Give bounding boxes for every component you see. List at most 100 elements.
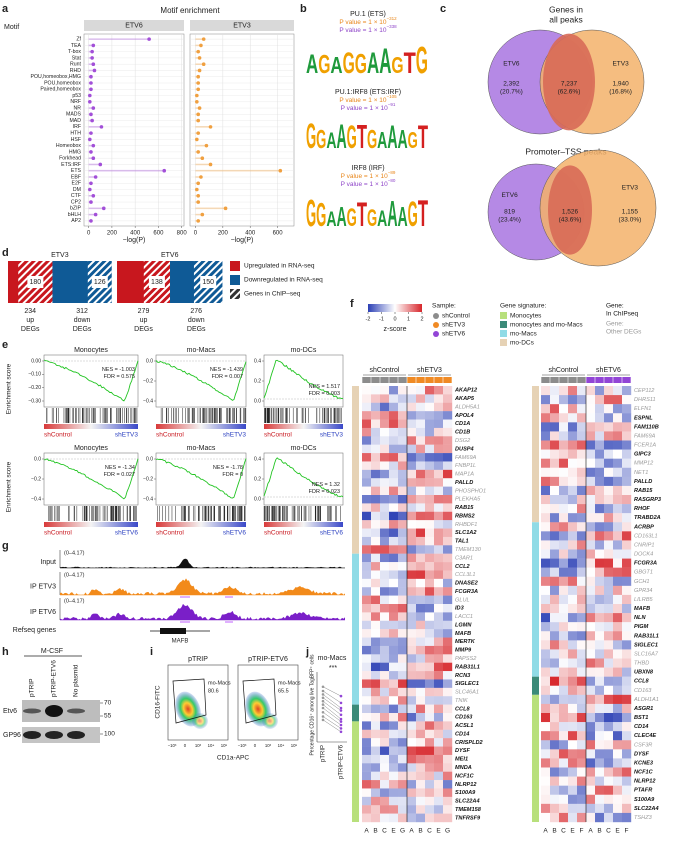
heat-cell xyxy=(416,637,426,647)
heat-cell xyxy=(541,395,551,405)
heat-cell xyxy=(568,504,578,514)
signature-band xyxy=(532,676,539,695)
heat-cell xyxy=(586,413,596,423)
heat-cell xyxy=(622,676,632,686)
heat-cell xyxy=(389,595,399,605)
heat-cell xyxy=(613,794,623,805)
deg-word: up xyxy=(140,317,148,324)
heat-cell xyxy=(568,540,578,550)
heat-cell xyxy=(568,549,578,559)
heat-cell xyxy=(380,620,390,630)
x-tick-label: 10⁵ xyxy=(291,743,298,748)
heat-cell xyxy=(577,585,587,596)
heat-cell xyxy=(541,794,551,805)
rank-gradient xyxy=(264,522,343,527)
heat-cell xyxy=(407,402,417,412)
heat-cell xyxy=(568,395,578,405)
heat-cell xyxy=(416,570,426,580)
heat-cell xyxy=(380,780,390,789)
heat-cell xyxy=(604,467,614,478)
heat-cell xyxy=(541,713,551,723)
heat-cell xyxy=(371,788,381,798)
heat-cell xyxy=(613,667,623,677)
heat-cell xyxy=(541,531,551,541)
heat-cell xyxy=(389,671,399,680)
heat-cell xyxy=(604,785,614,795)
column-label: E xyxy=(570,828,575,835)
panel-letter: g xyxy=(2,540,9,552)
heat-cell xyxy=(443,763,453,772)
scale-label: z-score xyxy=(384,326,407,333)
dot xyxy=(196,219,201,223)
heat-cell xyxy=(568,667,578,677)
heat-cell xyxy=(559,458,569,468)
signature-band xyxy=(352,704,359,722)
heat-cell xyxy=(389,461,399,471)
heat-cell xyxy=(389,629,399,638)
heat-cell xyxy=(398,570,408,580)
sample-bar xyxy=(398,377,407,383)
heat-cell xyxy=(443,587,453,596)
heat-cell xyxy=(613,567,623,577)
heat-cell xyxy=(380,562,390,571)
heat-cell xyxy=(577,422,587,432)
heat-cell xyxy=(613,767,623,777)
heat-cell xyxy=(577,613,587,623)
bar-title: ETV6 xyxy=(161,252,179,259)
heat-cell xyxy=(380,553,390,563)
heat-cell xyxy=(577,549,587,559)
x-tick-label: 600 xyxy=(273,231,284,237)
heat-cell xyxy=(577,685,587,696)
heat-cell xyxy=(425,654,435,663)
heat-cell xyxy=(613,540,623,550)
heat-cell xyxy=(604,812,614,823)
heat-cell xyxy=(586,540,596,550)
heat-cell xyxy=(568,803,578,814)
heat-cell xyxy=(577,631,587,641)
motif-label: p53 xyxy=(72,93,81,99)
heat-cell xyxy=(550,458,560,468)
legend-swatch xyxy=(500,330,507,337)
heat-cell xyxy=(550,476,560,487)
gene-label: GPR34 xyxy=(634,588,652,594)
heat-cell xyxy=(550,413,560,423)
dot xyxy=(88,187,92,192)
heat-cell xyxy=(586,467,596,478)
heat-cell xyxy=(586,604,596,614)
heat-cell xyxy=(398,713,408,722)
heat-cell xyxy=(434,729,444,739)
heat-cell xyxy=(434,595,444,605)
heat-cell xyxy=(559,504,569,514)
heat-cell xyxy=(622,812,632,823)
heat-cell xyxy=(425,536,435,546)
heat-cell xyxy=(559,722,569,732)
heat-cell xyxy=(622,413,632,423)
heat-cell xyxy=(604,485,614,496)
heat-cell xyxy=(595,640,605,650)
logo-letter: T xyxy=(418,194,428,235)
heat-cell xyxy=(613,476,623,487)
heat-cell xyxy=(434,805,444,814)
gene-label: ALDH5A1 xyxy=(454,404,480,410)
stat-value: -1.439 xyxy=(227,367,243,373)
axis-label: −log(P) xyxy=(123,237,146,244)
heat-cell xyxy=(407,746,417,756)
heat-cell xyxy=(604,803,614,814)
gate-percent: 80.6 xyxy=(208,688,219,694)
heat-cell xyxy=(407,612,417,621)
heat-cell xyxy=(568,585,578,596)
class-label: shControl xyxy=(44,530,72,537)
gene-label: PHOSPHO1 xyxy=(455,488,486,494)
heat-cell xyxy=(380,419,390,429)
axis-label: −log(P) xyxy=(231,237,254,244)
stat-label: NES = xyxy=(213,465,231,471)
gene-label: CNRIP1 xyxy=(634,542,655,548)
dot xyxy=(196,74,201,79)
gene-label: TSHZ3 xyxy=(634,815,653,821)
gene-label: FNBP1L xyxy=(455,463,476,469)
sample-bar xyxy=(389,377,398,383)
heat-cell xyxy=(604,622,614,632)
heat-cell xyxy=(541,722,551,732)
heat-cell xyxy=(568,558,578,568)
heat-cell xyxy=(434,386,444,395)
